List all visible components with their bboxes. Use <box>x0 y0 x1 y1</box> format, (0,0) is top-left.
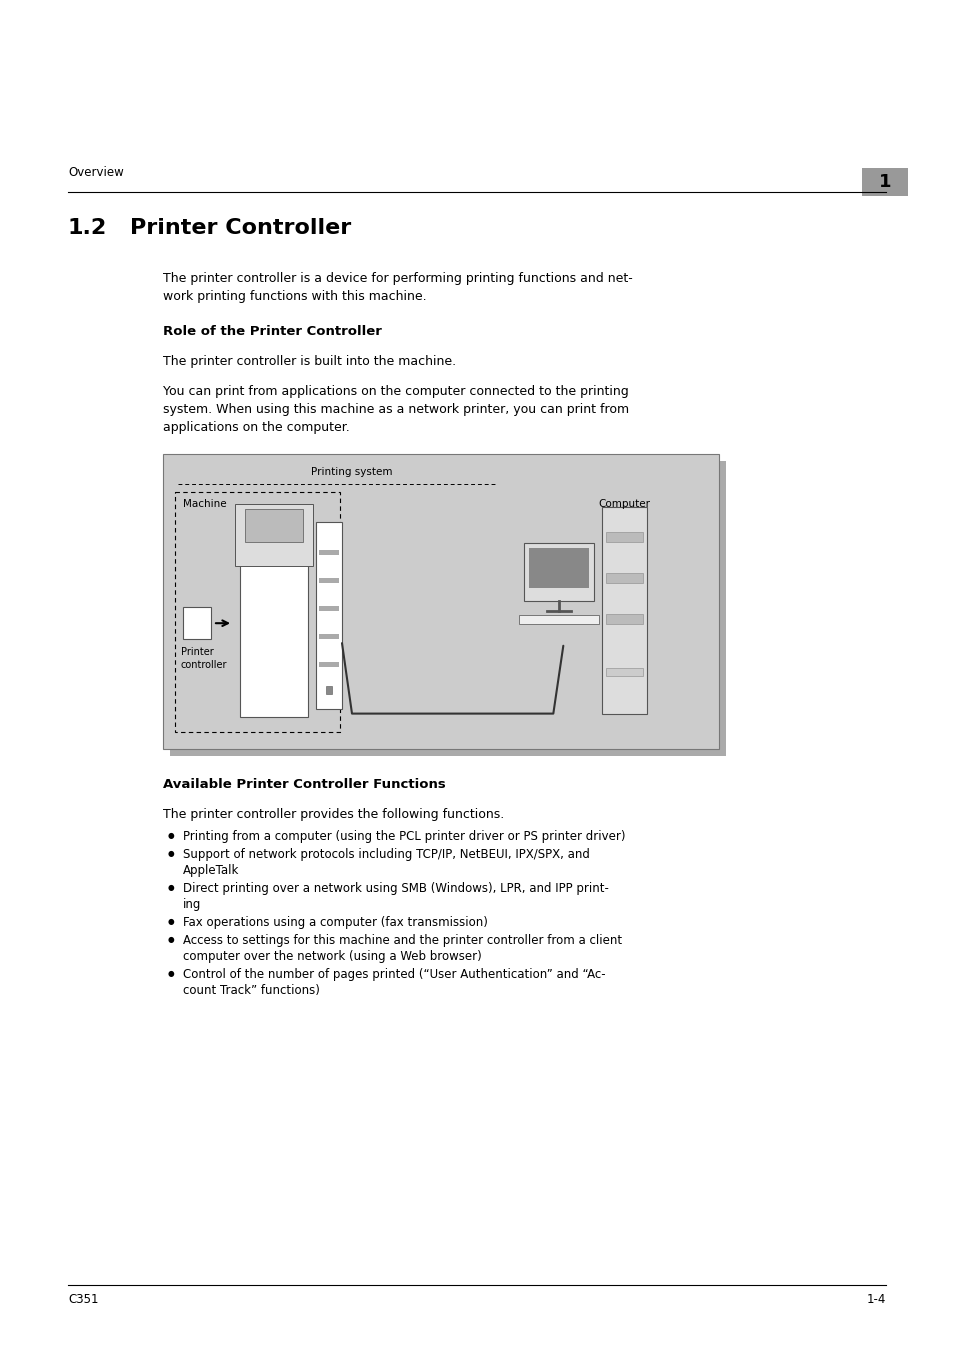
Bar <box>318 605 338 611</box>
Text: Direct printing over a network using SMB (Windows), LPR, and IPP print-: Direct printing over a network using SMB… <box>183 882 608 894</box>
Bar <box>245 509 303 542</box>
Text: ●: ● <box>168 848 174 858</box>
Bar <box>318 662 338 667</box>
Text: ●: ● <box>168 917 174 925</box>
Bar <box>174 492 339 732</box>
Bar <box>240 559 308 717</box>
Bar <box>318 578 338 582</box>
Text: Printer
controller: Printer controller <box>181 647 227 670</box>
Text: The printer controller is a device for performing printing functions and net-
wo: The printer controller is a device for p… <box>163 272 632 303</box>
Text: computer over the network (using a Web browser): computer over the network (using a Web b… <box>183 950 481 963</box>
Text: The printer controller is built into the machine.: The printer controller is built into the… <box>163 355 456 367</box>
Text: Printing system: Printing system <box>311 467 393 477</box>
Text: count Track” functions): count Track” functions) <box>183 984 319 997</box>
Text: ●: ● <box>168 831 174 840</box>
Text: ●: ● <box>168 884 174 892</box>
Text: 1.2: 1.2 <box>68 218 107 238</box>
Bar <box>606 532 642 542</box>
Text: Computer: Computer <box>598 499 650 509</box>
Bar <box>606 669 642 676</box>
Text: The printer controller provides the following functions.: The printer controller provides the foll… <box>163 808 504 821</box>
Text: AppleTalk: AppleTalk <box>183 865 239 877</box>
Bar <box>318 550 338 555</box>
Text: Overview: Overview <box>68 166 124 178</box>
Bar <box>318 634 338 639</box>
Text: Role of the Printer Controller: Role of the Printer Controller <box>163 326 381 338</box>
Bar <box>606 615 642 624</box>
Text: Machine: Machine <box>183 499 227 509</box>
Bar <box>862 168 907 196</box>
Bar <box>529 547 589 588</box>
Bar <box>170 461 725 757</box>
Text: You can print from applications on the computer connected to the printing
system: You can print from applications on the c… <box>163 385 628 434</box>
Text: ●: ● <box>168 969 174 978</box>
Bar <box>524 543 594 600</box>
Bar <box>606 573 642 584</box>
Text: Control of the number of pages printed (“User Authentication” and “Ac-: Control of the number of pages printed (… <box>183 969 605 981</box>
Bar <box>245 669 308 696</box>
Bar <box>183 607 211 639</box>
Text: C351: C351 <box>68 1293 98 1306</box>
Bar <box>315 521 341 709</box>
Bar <box>518 615 598 624</box>
Text: Access to settings for this machine and the printer controller from a client: Access to settings for this machine and … <box>183 934 621 947</box>
Bar <box>234 504 313 566</box>
Text: ●: ● <box>168 935 174 944</box>
Text: Printing from a computer (using the PCL printer driver or PS printer driver): Printing from a computer (using the PCL … <box>183 830 625 843</box>
Bar <box>326 686 332 694</box>
Text: 1-4: 1-4 <box>865 1293 885 1306</box>
Text: Printer Controller: Printer Controller <box>130 218 351 238</box>
Text: ing: ing <box>183 898 201 911</box>
Text: Available Printer Controller Functions: Available Printer Controller Functions <box>163 778 445 790</box>
Text: 1: 1 <box>878 173 890 190</box>
Text: Fax operations using a computer (fax transmission): Fax operations using a computer (fax tra… <box>183 916 487 929</box>
Text: Support of network protocols including TCP/IP, NetBEUI, IPX/SPX, and: Support of network protocols including T… <box>183 848 589 861</box>
Bar <box>601 507 647 713</box>
Bar <box>163 454 719 748</box>
